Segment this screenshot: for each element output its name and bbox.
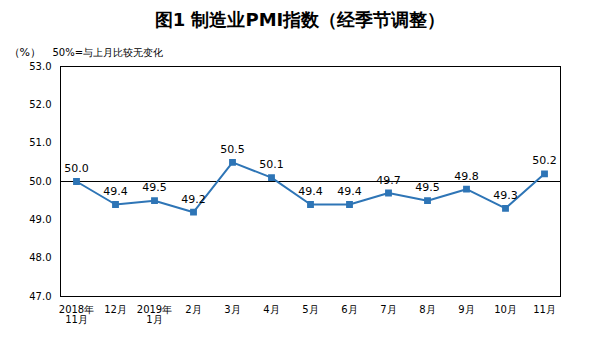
svg-text:52.0: 52.0: [29, 99, 51, 110]
svg-text:49.7: 49.7: [376, 174, 401, 187]
svg-text:3月: 3月: [224, 304, 240, 315]
svg-text:2月: 2月: [185, 304, 201, 315]
svg-text:12月: 12月: [104, 304, 127, 315]
svg-text:49.5: 49.5: [142, 181, 167, 194]
svg-text:11月: 11月: [533, 304, 556, 315]
svg-text:9月: 9月: [458, 304, 474, 315]
svg-text:50.1: 50.1: [259, 158, 284, 171]
svg-text:49.8: 49.8: [454, 170, 479, 183]
svg-text:7月: 7月: [380, 304, 396, 315]
svg-text:53.0: 53.0: [29, 61, 51, 72]
html-text:图1 制造业PMI指数（经季节调整）: 图1 制造业PMI指数（经季节调整）: [154, 9, 446, 30]
svg-text:（%）: （%）: [9, 46, 41, 59]
svg-text:49.4: 49.4: [337, 185, 362, 198]
svg-text:49.0: 49.0: [29, 214, 51, 225]
svg-text:50.0: 50.0: [29, 176, 51, 187]
svg-text:50%=与上月比较无变化: 50%=与上月比较无变化: [53, 47, 164, 58]
svg-text:2019年1月: 2019年1月: [137, 304, 172, 325]
svg-text:49.2: 49.2: [181, 193, 206, 206]
svg-text:47.0: 47.0: [29, 291, 51, 302]
svg-text:48.0: 48.0: [29, 252, 51, 263]
svg-text:50.2: 50.2: [532, 154, 557, 167]
svg-text:6月: 6月: [341, 304, 357, 315]
svg-text:49.3: 49.3: [493, 189, 518, 202]
svg-text:10月: 10月: [494, 304, 517, 315]
svg-text:51.0: 51.0: [29, 137, 51, 148]
svg-text:2018年11月: 2018年11月: [59, 304, 94, 325]
svg-text:50.5: 50.5: [220, 143, 245, 156]
svg-text:4月: 4月: [263, 304, 279, 315]
svg-text:49.5: 49.5: [415, 181, 440, 194]
svg-text:8月: 8月: [419, 304, 435, 315]
svg-text:49.4: 49.4: [298, 185, 323, 198]
svg-text:5月: 5月: [302, 304, 318, 315]
svg-text:49.4: 49.4: [103, 185, 128, 198]
svg-text:50.0: 50.0: [64, 162, 89, 175]
